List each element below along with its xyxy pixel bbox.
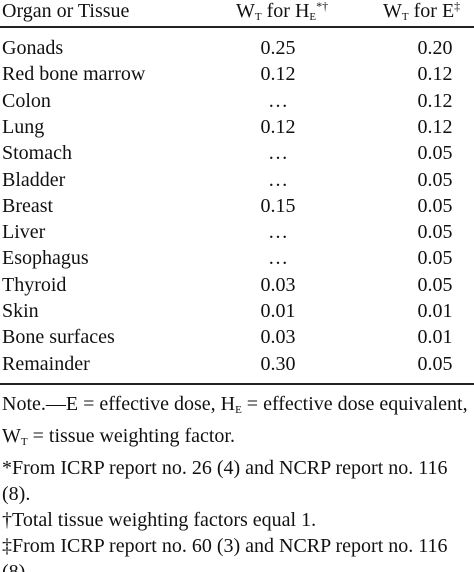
organ-cell: Colon bbox=[2, 89, 51, 112]
value-cell: 0.12 bbox=[417, 89, 453, 112]
organ-cell: Stomach bbox=[2, 142, 72, 165]
note-text: = tissue weighting factor. bbox=[27, 425, 235, 447]
organ-cell: Bone surfaces bbox=[2, 326, 115, 349]
value-cell: … bbox=[268, 221, 288, 244]
note: †Total tissue weighting factors equal 1. bbox=[2, 507, 472, 533]
note-text: = effective dose equivalent, W bbox=[2, 393, 468, 447]
symbol: W bbox=[383, 0, 402, 22]
note: *From ICRP report no. 26 (4) and NCRP re… bbox=[2, 455, 472, 507]
symbol: W bbox=[236, 0, 255, 22]
subscript: E bbox=[309, 11, 317, 23]
value-cell: 0.03 bbox=[260, 326, 296, 349]
value-cell: 0.05 bbox=[417, 142, 453, 165]
note-text: †Total tissue weighting factors equal 1. bbox=[2, 509, 317, 531]
organ-cell: Thyroid bbox=[2, 273, 67, 296]
note: Note.—E = effective dose, HE = effective… bbox=[2, 391, 472, 455]
note-text: Note.—E = effective dose, H bbox=[2, 393, 236, 415]
value-cell: 0.01 bbox=[417, 300, 453, 322]
superscript: *† bbox=[316, 0, 329, 13]
organ-cell: Bladder bbox=[2, 168, 66, 191]
superscript: ‡ bbox=[454, 0, 461, 13]
organ-cell: Red bone marrow bbox=[2, 63, 146, 86]
organ-cell: Remainder bbox=[2, 352, 90, 375]
value-cell: 0.05 bbox=[417, 247, 453, 270]
value-cell: 0.12 bbox=[260, 115, 296, 138]
text: for E bbox=[408, 0, 455, 22]
value-cell: 0.12 bbox=[417, 115, 453, 138]
note: ‡From ICRP report no. 60 (3) and NCRP re… bbox=[2, 533, 472, 572]
value-cell: 0.05 bbox=[417, 194, 453, 217]
value-cell: 0.05 bbox=[417, 168, 453, 191]
value-cell: 0.05 bbox=[417, 352, 453, 375]
header-cell: Organ or Tissue bbox=[2, 0, 130, 22]
subscript: T bbox=[254, 11, 262, 23]
value-cell: 0.03 bbox=[260, 273, 296, 296]
notes: Note.—E = effective dose, HE = effective… bbox=[2, 391, 472, 572]
organ-cell: Breast bbox=[2, 194, 54, 217]
value-cell: 0.12 bbox=[417, 63, 453, 86]
value-cell: 0.15 bbox=[260, 194, 296, 217]
organ-cell: Esophagus bbox=[2, 247, 89, 270]
organ-cell: Gonads bbox=[2, 37, 64, 59]
value-cell: 0.05 bbox=[417, 221, 453, 244]
value-cell: … bbox=[268, 247, 288, 270]
organ-cell: Lung bbox=[2, 115, 45, 138]
text: for H bbox=[261, 0, 310, 22]
header-cell: WT for E‡ bbox=[383, 0, 460, 28]
footer-rule bbox=[0, 383, 474, 385]
value-cell: 0.25 bbox=[260, 37, 296, 59]
note-text: *From ICRP report no. 26 (4) and NCRP re… bbox=[2, 457, 448, 505]
value-cell: 0.01 bbox=[260, 300, 296, 322]
subscript: T bbox=[401, 11, 409, 23]
value-cell: 0.05 bbox=[417, 273, 453, 296]
value-cell: … bbox=[268, 89, 288, 112]
note-text: ‡From ICRP report no. 60 (3) and NCRP re… bbox=[2, 535, 448, 572]
value-cell: 0.20 bbox=[417, 37, 453, 59]
value-cell: 0.12 bbox=[260, 63, 296, 86]
value-cell: 0.01 bbox=[417, 326, 453, 349]
subscript: T bbox=[20, 436, 28, 448]
header-rule bbox=[0, 26, 474, 28]
header-cell: WT for HE*† bbox=[236, 0, 328, 28]
organ-cell: Skin bbox=[2, 300, 39, 322]
subscript: E bbox=[235, 404, 242, 416]
value-cell: 0.30 bbox=[260, 352, 296, 375]
organ-cell: Liver bbox=[2, 221, 46, 244]
value-cell: … bbox=[268, 142, 288, 165]
value-cell: … bbox=[268, 168, 288, 191]
